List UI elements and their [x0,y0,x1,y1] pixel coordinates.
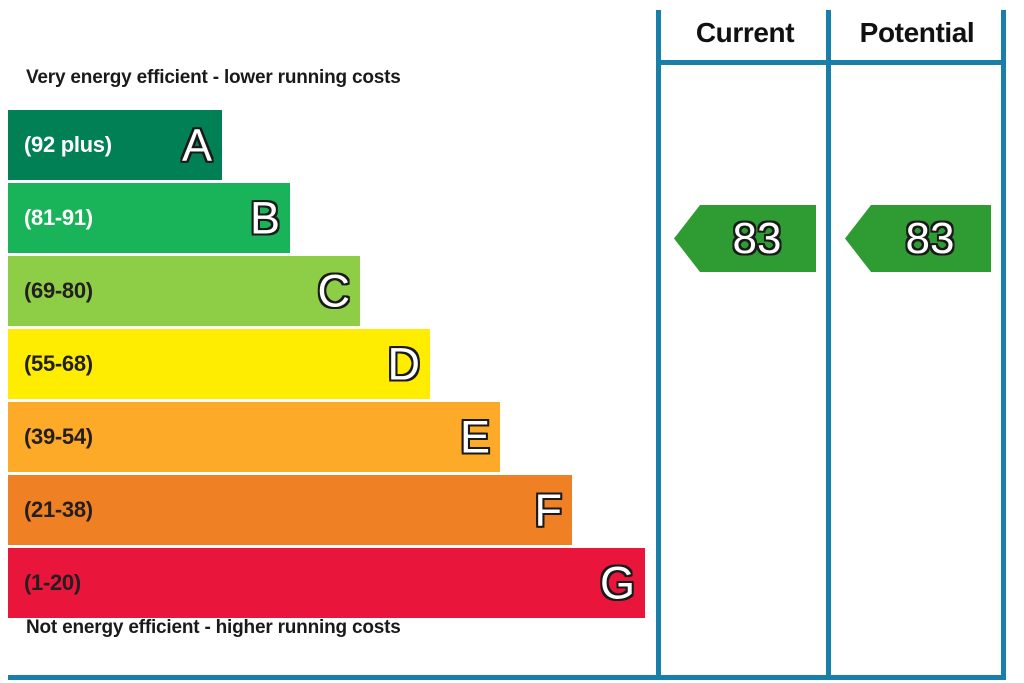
band-range-d: (55-68) [24,351,93,376]
current-rating-arrow: 83 [674,205,816,272]
rating-band-c: (69-80) C [8,256,360,326]
rating-band-e: (39-54) E [8,402,500,472]
band-range-b: (81-91) [24,205,93,230]
band-letter-e: E [459,411,492,463]
rating-band-b: (81-91) B [8,183,290,253]
current-header-rule [656,60,831,65]
rating-band-f: (21-38) F [8,475,572,545]
rating-band-d: (55-68) D [8,329,430,399]
band-letter-f: F [533,484,563,536]
band-range-e: (39-54) [24,424,93,449]
band-letter-c: C [316,265,351,317]
panel-left-border [656,10,661,680]
band-range-g: (1-20) [24,570,81,595]
panel-column-divider [826,10,831,680]
band-range-a: (92 plus) [24,132,112,157]
potential-header-rule [826,60,1006,65]
current-rating-value: 83 [732,213,782,263]
rating-band-a: (92 plus) A [8,110,222,180]
bottom-caption: Not energy efficient - higher running co… [26,617,401,638]
band-letter-a: A [181,119,214,171]
rating-band-list: (92 plus) A (81-91) B (69-80) C (55-68) … [8,110,648,618]
rating-band-g: (1-20) G [8,548,645,618]
band-letter-g: G [599,557,637,609]
band-range-f: (21-38) [24,497,93,522]
potential-rating-arrow: 83 [845,205,991,272]
potential-rating-value: 83 [905,213,955,263]
top-caption: Very energy efficient - lower running co… [26,67,401,88]
column-header-current: Current [695,17,795,48]
band-letter-d: D [386,338,421,390]
band-letter-b: B [249,192,282,244]
band-range-c: (69-80) [24,278,93,303]
column-header-potential: Potential [859,17,975,48]
chart-bottom-rule [8,675,1006,680]
panel-right-border [1001,10,1006,680]
